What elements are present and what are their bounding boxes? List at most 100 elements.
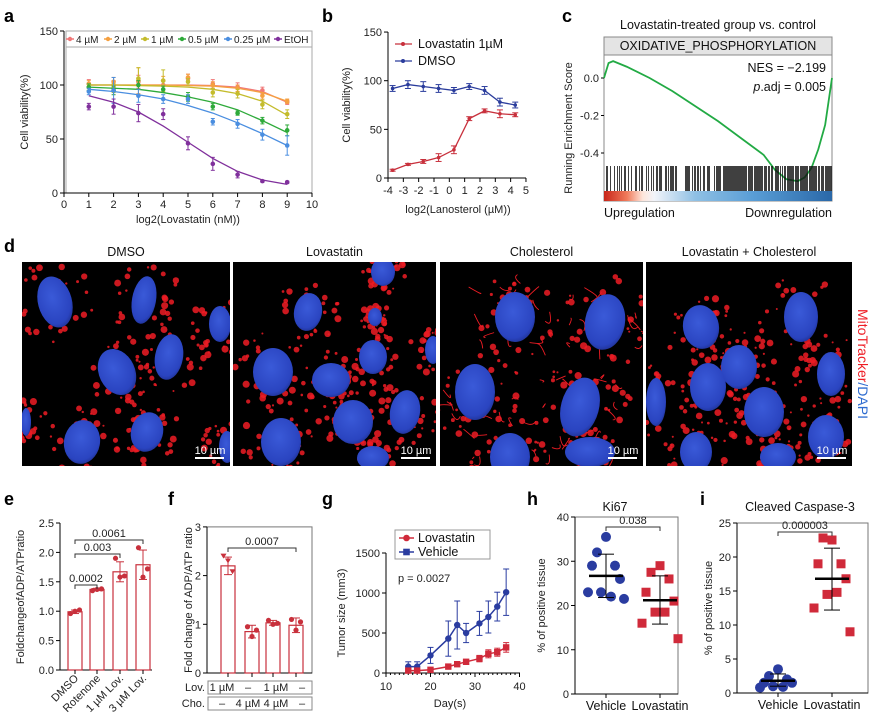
mitochondria: [417, 346, 425, 354]
mitochondria: [335, 406, 338, 409]
data-point: [220, 553, 227, 559]
mitochondria: [382, 471, 387, 476]
nucleus: [97, 348, 137, 396]
data-point: [845, 627, 855, 637]
mitochondria: [512, 408, 517, 414]
mitochondria: [34, 435, 40, 441]
mitochondria: [411, 440, 416, 445]
data-point: [67, 610, 74, 617]
series-1: [389, 80, 519, 109]
mitochondria: [13, 417, 17, 421]
mitochondria: [725, 422, 728, 425]
data-point: [445, 663, 452, 670]
nucleus: [425, 336, 436, 364]
mitochondria: [760, 338, 766, 344]
mitochondria: [497, 359, 501, 363]
mitochondria-filament: [574, 469, 583, 481]
error-bar: [824, 547, 840, 611]
nucleus: [131, 276, 157, 324]
data-point: [832, 587, 842, 597]
group-1: [637, 561, 683, 644]
mitochondria: [304, 408, 309, 413]
mitochondria: [65, 282, 68, 285]
data-point: [235, 110, 240, 116]
data-point: [452, 88, 456, 93]
data-point: [452, 147, 456, 152]
legend-item: 0.25 µM: [224, 35, 270, 46]
bar-group: [265, 617, 281, 677]
legend-label: 4 µM: [76, 35, 98, 46]
mitochondria: [695, 412, 703, 420]
mitochondria: [586, 465, 588, 466]
mitochondria-filament: [463, 428, 475, 439]
mitochondria-filament: [515, 274, 521, 284]
mitochondria: [616, 416, 623, 424]
legend-marker: [275, 36, 281, 42]
mitochondria: [812, 404, 816, 408]
mitochondria-filament: [551, 444, 561, 450]
mitochondria: [173, 416, 180, 422]
mitochondria: [334, 301, 339, 306]
condition-value: –: [299, 698, 306, 710]
legend-item: 1 µM: [141, 35, 173, 46]
mitochondria: [228, 421, 230, 427]
data-point: [421, 159, 426, 164]
data-point: [454, 661, 461, 668]
dapi-label: /DAPI: [855, 382, 869, 419]
data-point: [421, 84, 426, 89]
data-point: [111, 104, 116, 109]
mitochondria: [299, 344, 303, 348]
mitochondria: [759, 471, 766, 478]
data-point: [185, 141, 191, 146]
mitochondria: [113, 343, 119, 350]
data-point: [210, 82, 216, 88]
mitochondria: [502, 363, 508, 368]
panel-label: a: [4, 6, 15, 26]
data-point: [270, 621, 276, 627]
mitochondria: [829, 397, 836, 404]
mitochondria: [156, 408, 161, 412]
data-point: [406, 82, 410, 87]
mitochondria: [17, 441, 19, 443]
y-tick-label: 1000: [356, 588, 380, 600]
mitochondria: [385, 397, 392, 404]
mitochondria: [619, 389, 626, 396]
data-point: [185, 96, 191, 102]
mitochondria: [188, 379, 196, 387]
nucleus: [565, 437, 615, 466]
bracket-line: [227, 547, 297, 552]
legend-box: [394, 529, 491, 560]
mitochondria: [224, 468, 231, 475]
mitochondria: [118, 313, 126, 321]
mitochondria: [800, 395, 808, 403]
mitochondria: [293, 346, 300, 353]
mitochondria: [706, 421, 710, 425]
mitochondria: [331, 307, 338, 314]
mitochondria: [811, 291, 818, 297]
mitochondria-filament: [600, 374, 605, 380]
mitochondria: [358, 368, 366, 376]
bar-group: [244, 624, 260, 677]
mitochondria: [94, 392, 100, 397]
data-point: [813, 559, 823, 569]
data-point: [592, 547, 602, 558]
mitochondria: [369, 262, 375, 264]
mitochondria: [352, 375, 359, 383]
mitochondria: [794, 365, 801, 372]
data-point: [482, 88, 487, 93]
mitochondria: [394, 445, 399, 451]
panel-d-microscopy: d 10 µm DMSO 10 µm Lovastatin 10 µm Cholestero…: [4, 236, 869, 481]
mitochondria: [731, 432, 738, 440]
condition-row-box: [207, 680, 313, 695]
mitochondria: [676, 315, 681, 320]
mitochondria: [654, 425, 662, 432]
mitochondria: [494, 396, 500, 402]
bar-group: [288, 616, 304, 677]
mitochondria: [704, 356, 712, 364]
mitochondria: [383, 252, 387, 256]
fit-curve: [88, 84, 288, 116]
condition-value: –: [299, 682, 306, 694]
mitochondria: [765, 377, 770, 382]
x-tick-label: -4: [383, 185, 393, 197]
mitochondria: [126, 267, 132, 272]
